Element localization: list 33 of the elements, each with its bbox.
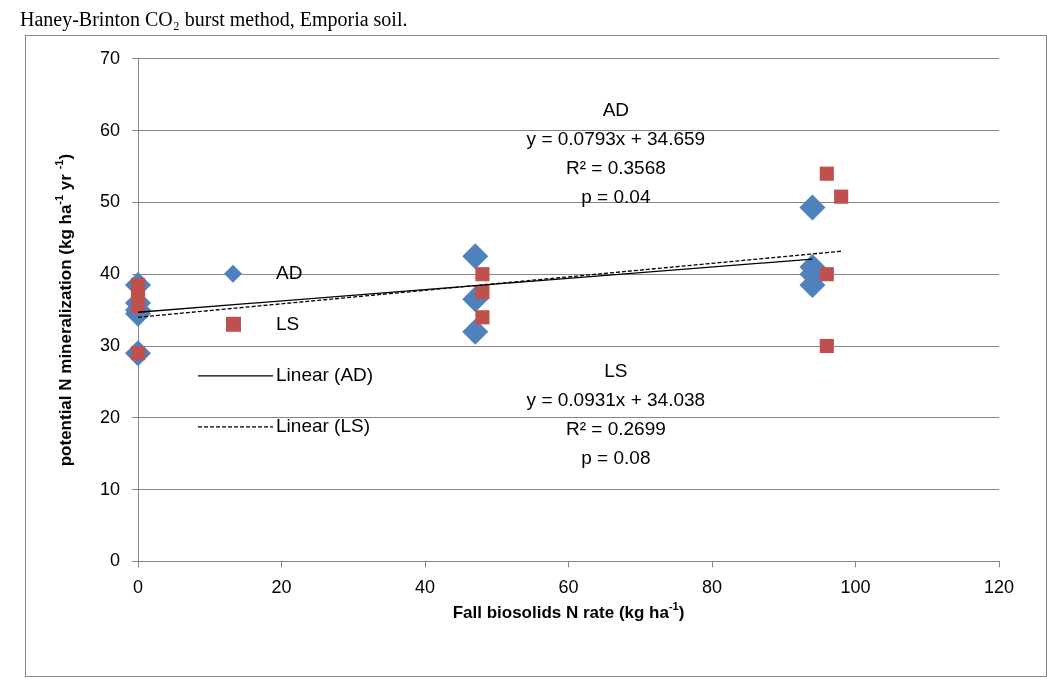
y-tick-label: 70 [99,47,121,68]
legend-label: Linear (LS) [276,415,371,437]
point [819,267,834,282]
x-tick-label: 40 [415,577,436,598]
annotation: AD y = 0.0793x + 34.659 R² = 0.3568 p = 0.04 [526,99,706,208]
annotation: LS y = 0.0931x + 34.038 R² = 0.2699 p = 0.08 [526,360,706,469]
y-tick-label: 40 [99,263,121,284]
x-tick-label: 100 [840,577,871,598]
chart-title: Haney-Brinton CO₂ burst method, Emporia soil. [20,8,409,31]
legend-label: LS [276,313,300,335]
point [130,299,146,314]
x-tick-label: 80 [701,577,723,598]
y-tick-label: 0 [110,550,121,571]
legend-label: AD [276,262,303,284]
x-tick-label: 120 [983,577,1015,598]
y-tick-label: 30 [99,334,121,355]
point [819,338,834,354]
y-tick-label: 20 [99,406,121,427]
point [834,189,849,204]
y-tick-label: 10 [99,478,121,499]
y-tick-label: 60 [99,119,121,140]
point [462,243,489,270]
point [475,310,490,325]
point [475,267,490,282]
point [462,318,489,345]
y-axis-title: potential N mineralization (kg ha-1 yr -1) [53,153,75,467]
point [819,166,834,181]
x-tick-label: 20 [271,577,292,598]
x-tick-label: 0 [133,577,144,598]
point [799,194,826,221]
x-tick-label: 60 [558,577,579,598]
y-tick-label: 50 [99,191,121,212]
legend-label: Linear (AD) [276,364,374,386]
